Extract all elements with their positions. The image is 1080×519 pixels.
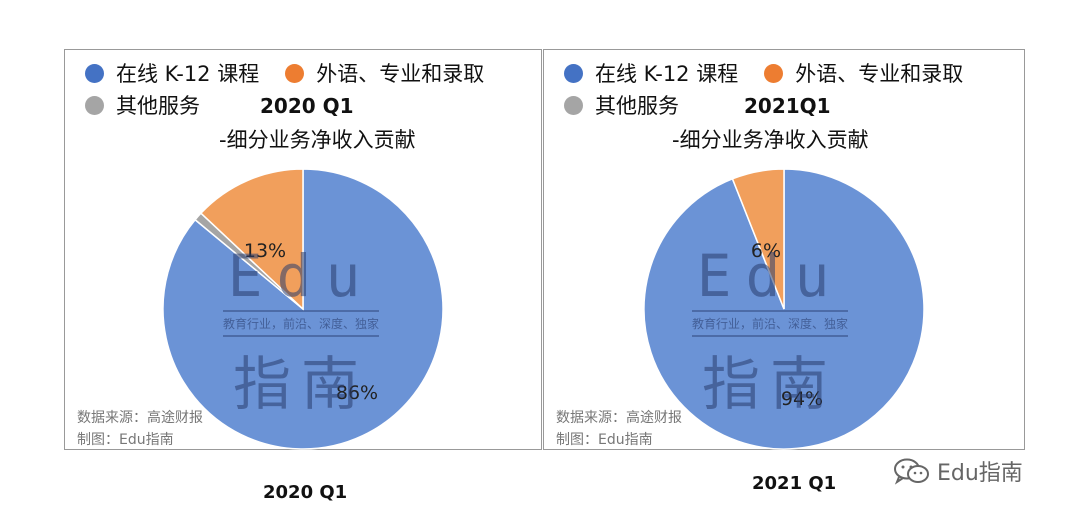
chart-panel-2020: 在线 K-12 课程 外语、专业和录取 其他服务 2020 Q1 -细分业务净收…: [64, 49, 542, 450]
wechat-icon: [894, 458, 929, 485]
legend-row-1: 在线 K-12 课程 外语、专业和录取: [564, 58, 989, 88]
legend-item-language: 外语、专业和录取: [285, 58, 484, 88]
legend-label-other: 其他服务: [595, 94, 679, 118]
legend-row-2: 其他服务: [85, 90, 226, 120]
legend-dot-k12: [564, 63, 583, 83]
pie-chart: 94% 6%: [643, 168, 925, 450]
credit-text: 制图：Edu指南: [556, 432, 653, 448]
legend-item-other: 其他服务: [564, 90, 679, 120]
pie-slice-1: [199, 168, 304, 311]
pie-label-0: 86%: [336, 382, 378, 404]
chart-subtitle: -细分业务净收入贡献: [219, 128, 416, 152]
legend-row-2: 其他服务: [564, 90, 705, 120]
chart-title: 2020 Q1: [260, 94, 354, 118]
chart-caption-2021: 2021 Q1: [752, 473, 837, 494]
pie-chart: 86% 13%: [162, 168, 444, 450]
pie-label-1: 6%: [751, 240, 781, 262]
legend-dot-language: [285, 63, 305, 83]
legend-dot-language: [764, 63, 784, 83]
legend-dot-k12: [85, 63, 104, 83]
legend-label-other: 其他服务: [116, 94, 200, 118]
chart-caption-2020: 2020 Q1: [263, 482, 348, 503]
pie-label-1: 13%: [244, 240, 286, 262]
legend-label-k12: 在线 K-12 课程: [116, 62, 260, 86]
legend-item-k12: 在线 K-12 课程: [85, 58, 259, 88]
chart-subtitle: -细分业务净收入贡献: [672, 128, 869, 152]
legend-label-language: 外语、专业和录取: [316, 62, 485, 86]
brand-mark: Edu指南: [893, 455, 1023, 487]
legend-label-language: 外语、专业和录取: [795, 62, 964, 86]
credit-text: 制图：Edu指南: [77, 432, 174, 448]
legend-label-k12: 在线 K-12 课程: [595, 62, 739, 86]
source-text: 数据来源：高途财报: [77, 410, 203, 426]
chart-panel-2021: 在线 K-12 课程 外语、专业和录取 其他服务 2021Q1 -细分业务净收入…: [543, 49, 1025, 450]
legend-item-language: 外语、专业和录取: [764, 58, 963, 88]
pie-label-0: 94%: [781, 388, 823, 410]
legend-dot-other: [85, 95, 104, 115]
chart-title: 2021Q1: [744, 94, 831, 118]
legend-row-1: 在线 K-12 课程 外语、专业和录取: [85, 58, 510, 88]
source-text: 数据来源：高途财报: [556, 410, 682, 426]
pie-slice-1: [731, 168, 785, 310]
legend-item-k12: 在线 K-12 课程: [564, 58, 738, 88]
brand-text: Edu指南: [937, 461, 1023, 486]
legend-dot-other: [564, 95, 583, 115]
legend-item-other: 其他服务: [85, 90, 200, 120]
